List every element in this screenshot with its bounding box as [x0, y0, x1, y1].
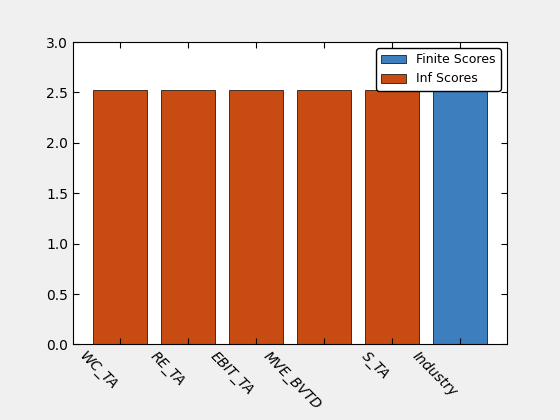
Bar	[228, 90, 283, 344]
Bar	[92, 90, 147, 344]
Bar	[365, 90, 419, 344]
Bar	[297, 90, 351, 344]
Legend: Finite Scores, Inf Scores: Finite Scores, Inf Scores	[376, 48, 501, 90]
Bar	[161, 90, 215, 344]
Bar	[433, 90, 487, 344]
